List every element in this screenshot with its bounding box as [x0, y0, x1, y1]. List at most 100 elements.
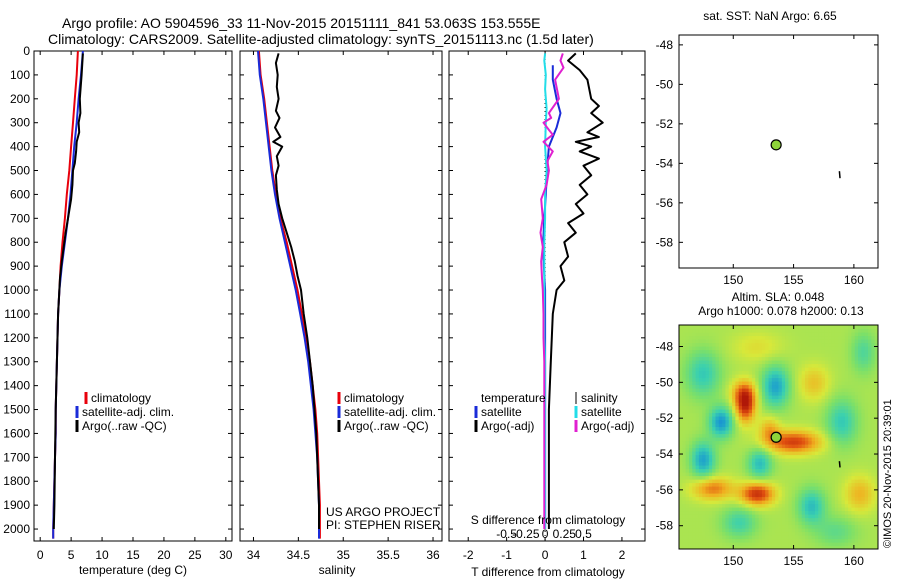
sla-cell: [841, 388, 846, 393]
sla-cell: [834, 458, 839, 463]
sla-cell: [814, 468, 819, 473]
sla-cell: [788, 416, 793, 421]
sla-cell: [732, 412, 736, 417]
sla-cell: [831, 412, 836, 417]
sla-cell: [791, 419, 796, 424]
sla-cell: [854, 496, 859, 501]
sla-cell: [738, 489, 743, 494]
sla-cell: [848, 349, 853, 354]
sla-cell: [679, 353, 683, 358]
depth-tick-label: 600: [10, 187, 30, 201]
sla-cell: [738, 493, 743, 498]
sla-cell: [732, 346, 736, 351]
sla-cell: [751, 332, 756, 337]
sla-cell: [702, 374, 707, 379]
sla-cell: [761, 524, 766, 529]
sla-cell: [755, 542, 760, 547]
sla-cell: [795, 461, 799, 466]
sla-cell: [755, 402, 760, 407]
sla-cell: [738, 335, 743, 340]
sla-cell: [834, 496, 839, 501]
sla-cell: [738, 531, 743, 536]
sla-cell: [712, 440, 717, 445]
sla-cell: [795, 346, 799, 351]
sla-cell: [708, 503, 713, 508]
sla-cell: [728, 328, 733, 333]
sla-cell: [864, 395, 869, 400]
sla-cell: [871, 335, 876, 340]
sla-cell: [771, 374, 776, 379]
sla-cell: [751, 447, 756, 452]
sla-cell: [834, 405, 839, 410]
sla-cell: [751, 335, 756, 340]
sla-cell: [708, 395, 713, 400]
sla-cell: [688, 416, 693, 421]
sla-cell: [732, 493, 736, 498]
sla-cell: [848, 444, 853, 449]
salinity-argo-adj--line: [539, 53, 565, 529]
sla-cell: [765, 423, 770, 428]
sla-cell: [858, 391, 863, 396]
sla-cell: [751, 500, 756, 505]
sla-cell: [748, 346, 753, 351]
sla-cell: [808, 349, 813, 354]
sla-cell: [868, 479, 872, 484]
sla-cell: [818, 472, 823, 477]
sla-cell: [818, 395, 823, 400]
sla-cell: [781, 465, 786, 470]
sla-cell: [791, 398, 796, 403]
sla-cell: [742, 472, 746, 477]
sla-cell: [808, 482, 813, 487]
sla-cell: [791, 535, 796, 540]
sla-cell: [682, 388, 687, 393]
sla-cell: [828, 440, 833, 445]
sla-cell: [844, 444, 849, 449]
sla-cell: [808, 367, 813, 372]
sla-cell: [848, 423, 853, 428]
sla-cell: [788, 419, 793, 424]
sla-cell: [698, 521, 703, 526]
sla-cell: [858, 542, 863, 547]
sla-cell: [821, 395, 826, 400]
sla-cell: [738, 486, 743, 491]
sla-cell: [761, 342, 766, 347]
copyright-stamp: ©IMOS 20-Nov-2015 20:39:01: [882, 399, 894, 548]
sla-cell: [871, 356, 876, 361]
legend-sal-argo-label: Argo(-adj): [581, 419, 634, 433]
sla-cell: [848, 500, 853, 505]
sla-cell: [788, 342, 793, 347]
sla-cell: [848, 342, 853, 347]
sla-cell: [801, 447, 806, 452]
sla-cell: [765, 510, 770, 515]
sla-cell: [682, 468, 687, 473]
sla-cell: [814, 419, 819, 424]
sla-cell: [712, 461, 717, 466]
sla-cell: [864, 419, 869, 424]
sla-cell: [788, 521, 793, 526]
sla-cell: [801, 426, 806, 431]
sla-cell: [722, 461, 727, 466]
sla-cell: [821, 500, 826, 505]
sla-cell: [861, 405, 866, 410]
sla-cell: [844, 377, 849, 382]
sla-cell: [728, 416, 733, 421]
sla-cell: [791, 423, 796, 428]
sla-cell: [795, 545, 799, 549]
sla-cell: [761, 416, 766, 421]
sla-cell: [679, 496, 683, 501]
sla-cell: [775, 419, 780, 424]
sla-cell: [708, 468, 713, 473]
sla-cell: [748, 521, 753, 526]
sla-cell: [682, 521, 687, 526]
sla-cell: [768, 328, 773, 333]
sla-cell: [755, 493, 760, 498]
sla-cell: [725, 349, 730, 354]
sla-cell: [722, 360, 727, 365]
sla-cell: [864, 426, 869, 431]
sla-cell: [811, 353, 816, 358]
sla-cell: [705, 388, 710, 393]
sla-cell: [775, 472, 780, 477]
sla-cell: [722, 545, 727, 549]
sla-cell: [695, 367, 700, 372]
sla-cell: [785, 402, 790, 407]
